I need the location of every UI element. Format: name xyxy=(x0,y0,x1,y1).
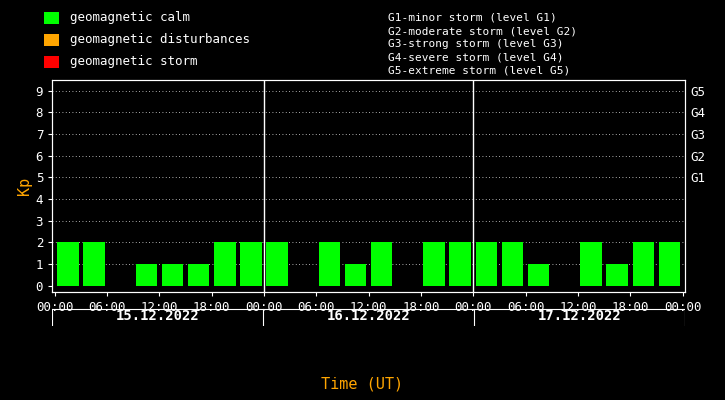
Bar xyxy=(83,242,105,286)
Text: G1-minor storm (level G1): G1-minor storm (level G1) xyxy=(388,13,557,23)
Text: G2-moderate storm (level G2): G2-moderate storm (level G2) xyxy=(388,26,577,36)
Bar xyxy=(659,242,680,286)
Bar xyxy=(423,242,444,286)
Bar xyxy=(580,242,602,286)
Text: geomagnetic calm: geomagnetic calm xyxy=(70,12,191,24)
Bar xyxy=(606,264,628,286)
Bar xyxy=(632,242,654,286)
Bar xyxy=(345,264,366,286)
Bar xyxy=(266,242,288,286)
Bar xyxy=(57,242,78,286)
Bar xyxy=(476,242,497,286)
Text: 16.12.2022: 16.12.2022 xyxy=(327,309,410,323)
Bar xyxy=(371,242,392,286)
Text: geomagnetic storm: geomagnetic storm xyxy=(70,56,198,68)
Bar xyxy=(502,242,523,286)
Text: Time (UT): Time (UT) xyxy=(321,376,404,392)
Bar xyxy=(528,264,550,286)
Bar xyxy=(136,264,157,286)
Bar xyxy=(240,242,262,286)
Text: G3-strong storm (level G3): G3-strong storm (level G3) xyxy=(388,39,563,49)
Y-axis label: Kp: Kp xyxy=(17,177,31,195)
Bar xyxy=(319,242,340,286)
Bar xyxy=(162,264,183,286)
Text: G4-severe storm (level G4): G4-severe storm (level G4) xyxy=(388,52,563,62)
Bar xyxy=(188,264,210,286)
Bar xyxy=(214,242,236,286)
Text: 17.12.2022: 17.12.2022 xyxy=(538,309,621,323)
Text: geomagnetic disturbances: geomagnetic disturbances xyxy=(70,34,250,46)
Text: 15.12.2022: 15.12.2022 xyxy=(116,309,199,323)
Text: G5-extreme storm (level G5): G5-extreme storm (level G5) xyxy=(388,66,570,76)
Bar xyxy=(450,242,471,286)
